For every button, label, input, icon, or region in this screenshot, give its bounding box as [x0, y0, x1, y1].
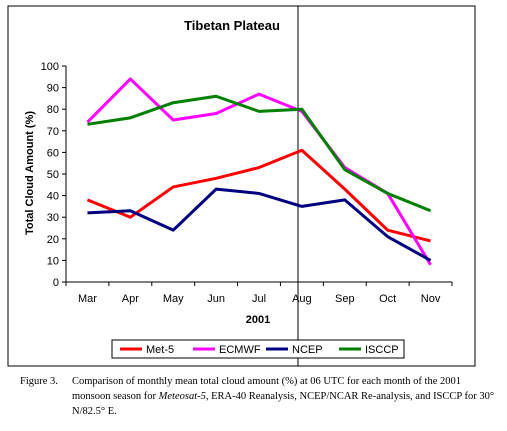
legend-box — [111, 339, 405, 359]
caption-label: Figure 3. — [20, 376, 58, 387]
x-tick-label: May — [163, 293, 184, 305]
x-tick-label: Jun — [207, 293, 225, 305]
x-tick-label: Jul — [252, 293, 266, 305]
chart-title: Tibetan Plateau — [184, 18, 280, 33]
series-line-ecmwf — [86, 77, 432, 266]
caption-line-3: N/82.5° E. — [72, 406, 117, 417]
chart: Tibetan Plateau Total Cloud Amount (%) 2… — [7, 5, 476, 367]
y-tick-label: 70 — [47, 126, 59, 138]
y-tick-label: 60 — [47, 147, 59, 159]
y-axis-label: Total Cloud Amount (%) — [24, 111, 36, 235]
chart-frame-full — [7, 5, 476, 367]
y-tick-label: 80 — [47, 104, 59, 116]
x-tick-label: Nov — [421, 293, 441, 305]
figure-caption: Figure 3. Comparison of monthly mean tota… — [20, 374, 500, 419]
x-tick-label: Oct — [379, 293, 396, 305]
y-tick-label: 10 — [47, 255, 59, 267]
x-tick-label: Sep — [335, 293, 355, 305]
y-tick-label: 30 — [47, 212, 59, 224]
x-tick-label: Mar — [78, 293, 97, 305]
legend-label-met-5: Met-5 — [146, 344, 174, 356]
series-line-isccp — [87, 94, 432, 213]
legend: Met-5 ECMWF NCEP ISCCP — [111, 339, 405, 359]
legend-label-ecmwf: ECMWF — [219, 344, 261, 356]
y-tick-label: 40 — [47, 191, 59, 203]
x-axis-label: 2001 — [246, 314, 270, 326]
y-tick-label: 0 — [53, 277, 59, 289]
y-tick-label: 50 — [47, 169, 59, 181]
caption-line-1: Comparison of monthly mean total cloud a… — [72, 376, 462, 387]
y-tick-label: 20 — [47, 234, 59, 246]
caption-line-2-post: , ERA-40 Reanalysis, NCEP/NCAR Re-analys… — [205, 391, 495, 402]
y-tick-label: 100 — [41, 61, 59, 73]
caption-line-2-italic: Meteosat-5 — [158, 391, 206, 402]
series-line-ncep — [87, 187, 432, 262]
y-tick-label: 90 — [47, 83, 59, 95]
plot-area: 0 10 20 30 40 50 60 70 80 90 100 Mar Apr May Jun Jul Aug… — [41, 61, 453, 305]
chart-frame — [7, 5, 299, 367]
series-line-met-5 — [86, 148, 431, 243]
x-tick-label: Aug — [292, 293, 312, 305]
legend-label-isccp: ISCCP — [365, 344, 399, 356]
caption-line-2-pre: monsoon season for — [72, 391, 159, 402]
x-tick-label: Apr — [122, 293, 139, 305]
legend-label-ncep: NCEP — [292, 344, 323, 356]
